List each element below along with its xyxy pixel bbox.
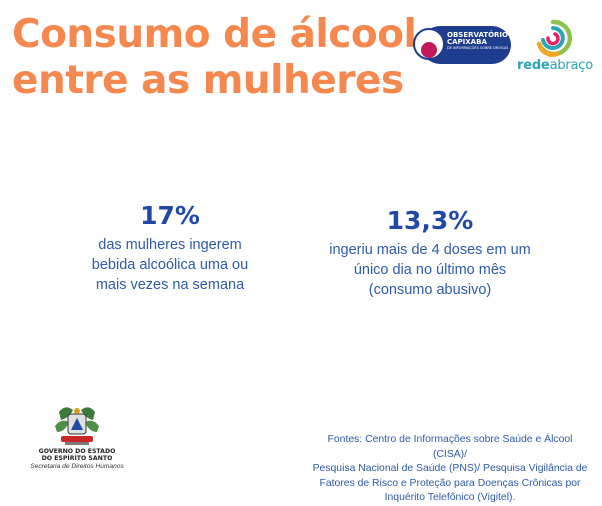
observatorio-line-1: OBSERVATÓRIO (447, 31, 508, 39)
stat-description: ingeriu mais de 4 doses em um único dia … (325, 240, 535, 300)
stat-description: das mulheres ingerem bebida alcoólica um… (70, 235, 270, 295)
stat-description-line: das mulheres ingerem (98, 237, 242, 253)
observatorio-line-3: DE INFORMAÇÕES SOBRE DROGAS (447, 46, 509, 50)
government-logo: GOVERNO DO ESTADO DO ESPÍRITO SANTO Secr… (22, 402, 132, 482)
sources-line: Pesquisa Nacional de Saúde (PNS)/ Pesqui… (312, 463, 588, 474)
stat-description-line: único dia no último mês (353, 262, 507, 278)
stat-value: 13,3% (386, 206, 474, 235)
observatorio-logo-dot-icon (421, 42, 437, 58)
sources-line: Fontes: Centro de Informações sobre Saúd… (327, 434, 573, 460)
sources-line: Inquérito Telefônico (Vigitel). (384, 492, 516, 503)
rede-word: rede (517, 58, 550, 73)
stat-description-line: mais vezes na semana (95, 277, 245, 293)
stat-description-line: (consumo abusivo) (368, 282, 492, 298)
rede-abraco-logo: redeabraço (515, 18, 595, 76)
title-line-2: entre as mulheres (12, 58, 404, 103)
stat-description-line: ingeriu mais de 4 doses em um (329, 242, 531, 258)
rede-abraco-mark-icon (536, 19, 573, 57)
observatorio-logo-text: OBSERVATÓRIO CAPIXABA DE INFORMAÇÕES SOB… (447, 32, 509, 51)
stat-value: 17% (140, 201, 200, 230)
sources-line: Fatores de Risco e Proteção para Doenças… (319, 477, 581, 489)
sources-note: Fontes: Centro de Informações sobre Saúd… (310, 433, 590, 506)
stat-abusive-drinking: 13,3% ingeriu mais de 4 doses em um únic… (325, 206, 535, 300)
observatorio-logo-circle-icon (413, 28, 445, 60)
title-line-1: Consumo de álcool (12, 12, 417, 57)
stat-description-line: bebida alcoólica uma ou (91, 257, 249, 273)
government-line-1: GOVERNO DO ESTADO (38, 448, 116, 455)
stat-weekly-drinking: 17% das mulheres ingerem bebida alcoólic… (70, 201, 270, 295)
government-line-2: DO ESPÍRITO SANTO (41, 455, 113, 462)
observatorio-capixaba-logo: OBSERVATÓRIO CAPIXABA DE INFORMAÇÕES SOB… (413, 22, 513, 68)
state-crest-icon (55, 407, 99, 445)
observatorio-line-2: CAPIXABA (447, 38, 487, 46)
government-secretaria: Secretaria de Direitos Humanos (30, 463, 124, 470)
abraco-word: abraço (549, 58, 594, 73)
rede-abraco-wordmark: redeabraço (517, 58, 593, 73)
page-title: Consumo de álcool entre as mulheres (12, 12, 417, 104)
